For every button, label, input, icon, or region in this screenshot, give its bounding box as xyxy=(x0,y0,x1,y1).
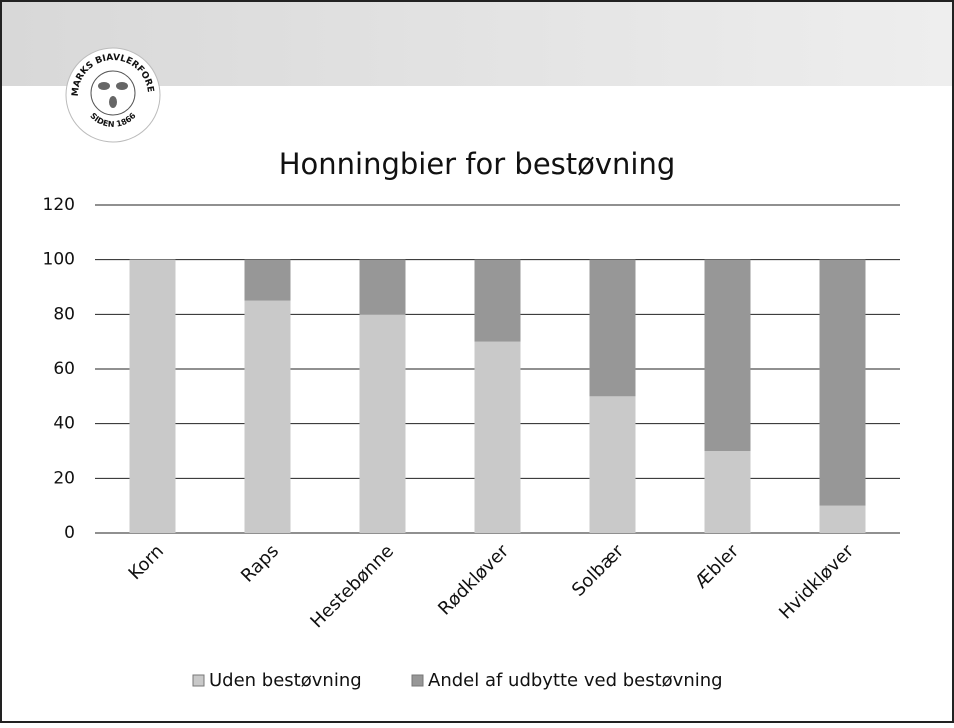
bar-segment xyxy=(820,506,866,533)
y-tick-label: 80 xyxy=(53,304,75,324)
bar-segment xyxy=(245,260,291,301)
bar-segment xyxy=(475,342,521,533)
bar-segment xyxy=(360,260,406,315)
bar-segment xyxy=(590,396,636,533)
bar-segment xyxy=(705,451,751,533)
y-tick-label: 60 xyxy=(53,359,75,379)
legend-swatch xyxy=(412,675,423,686)
slide: DANMARKS BIAVLERFORENING SIDEN 1866 Honn… xyxy=(0,0,954,723)
bar-segment xyxy=(705,260,751,451)
bar-segment xyxy=(245,301,291,533)
legend-label: Andel af udbytte ved bestøvning xyxy=(428,670,723,691)
y-tick-label: 120 xyxy=(43,195,75,215)
bee xyxy=(98,82,110,90)
bee xyxy=(109,96,117,108)
logo-inner xyxy=(91,71,135,115)
legend-label: Uden bestøvning xyxy=(209,670,362,691)
y-tick-label: 100 xyxy=(43,250,75,270)
bar-segment xyxy=(130,260,176,533)
chart-title: Honningbier for bestøvning xyxy=(279,147,676,181)
bar-segment xyxy=(475,260,521,342)
bar-segment xyxy=(820,260,866,506)
bee xyxy=(116,82,128,90)
bar-segment xyxy=(360,314,406,533)
y-tick-label: 40 xyxy=(53,414,75,434)
y-tick-label: 0 xyxy=(64,523,75,543)
y-tick-label: 20 xyxy=(53,468,75,488)
bar-segment xyxy=(590,260,636,397)
legend-swatch xyxy=(193,675,204,686)
